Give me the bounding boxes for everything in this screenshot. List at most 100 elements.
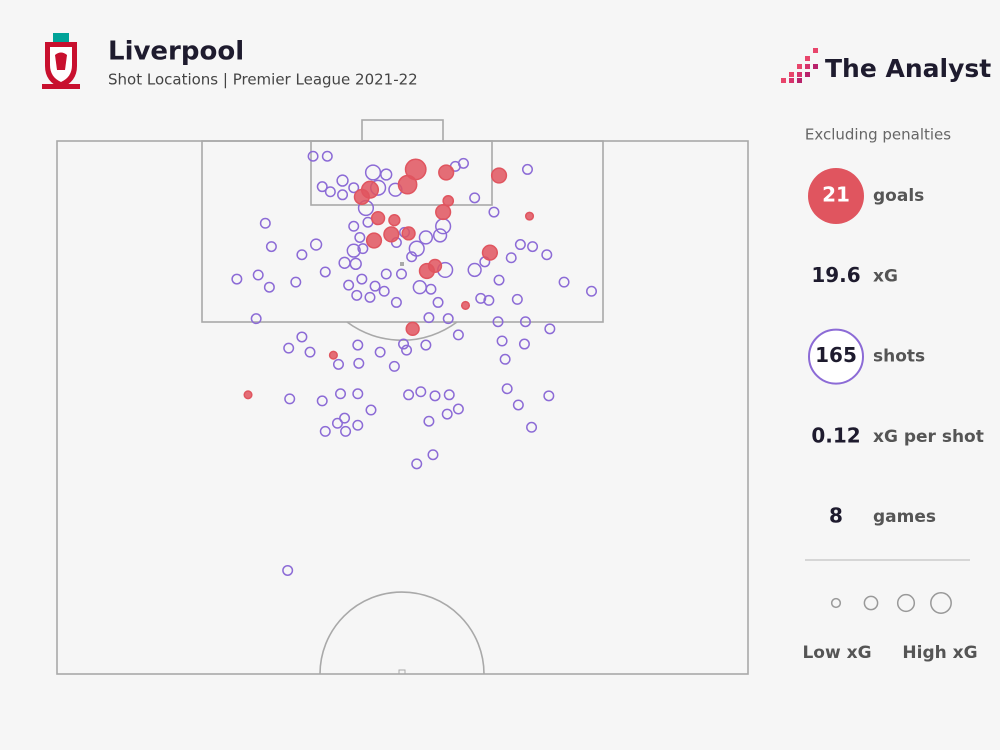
shot [514, 239, 526, 251]
shot [357, 243, 369, 255]
goal-shot [365, 232, 383, 249]
stat-label: shots [873, 347, 925, 367]
shot [356, 273, 368, 285]
goal-shot [370, 211, 386, 226]
shot [418, 230, 434, 245]
shot [512, 399, 524, 411]
shot [319, 266, 331, 278]
shot [423, 312, 435, 324]
shot [496, 335, 508, 347]
shot [331, 417, 343, 429]
goal-shot [460, 300, 471, 311]
shot [290, 276, 302, 288]
shot [380, 168, 393, 181]
shot [339, 412, 351, 424]
shot [429, 390, 441, 402]
size-legend-circle [930, 592, 952, 614]
shot [309, 238, 323, 251]
stat-value: 19.6 [811, 263, 860, 287]
shot [406, 251, 418, 263]
shot [265, 241, 277, 253]
goal-shot [401, 226, 416, 241]
shot [493, 274, 505, 286]
legend-low: Low xG [802, 643, 871, 663]
shot [336, 174, 349, 187]
shot [432, 296, 444, 308]
shot [395, 268, 407, 280]
goal-shot [490, 167, 508, 184]
goal-shot [388, 214, 401, 227]
shot [283, 342, 295, 354]
shot [441, 408, 453, 420]
goal-shot [438, 164, 455, 181]
stat-value: 165 [815, 343, 857, 367]
shot [351, 289, 363, 301]
stat-label: xG [873, 266, 898, 286]
shot [501, 383, 513, 395]
subtitle: Shot Locations | Premier League 2021-22 [108, 71, 418, 89]
goal-shot [524, 211, 535, 221]
shot [319, 425, 331, 437]
shot [423, 415, 435, 427]
shot [231, 273, 243, 285]
shot [492, 316, 504, 328]
shot [378, 285, 390, 297]
stat-value: 0.12 [811, 423, 860, 447]
shot [365, 404, 377, 416]
shot [337, 189, 349, 201]
shot [527, 241, 539, 253]
shot [457, 157, 469, 169]
shots-badge [808, 328, 864, 385]
shot [420, 339, 432, 351]
shot [521, 163, 533, 175]
shot [296, 249, 308, 261]
goal-shot [397, 174, 418, 195]
shot [348, 182, 360, 194]
shot [380, 268, 392, 280]
shot [427, 449, 439, 461]
note: Excluding penalties [805, 126, 951, 144]
shot [505, 252, 517, 264]
goal-shot [383, 226, 400, 243]
shot [346, 243, 361, 258]
shot [443, 389, 455, 401]
shot [403, 389, 415, 401]
shot [335, 388, 347, 400]
shot [469, 192, 481, 204]
shot [452, 329, 464, 341]
shot [398, 338, 410, 350]
shot [282, 564, 294, 576]
shot [432, 228, 448, 243]
shot [544, 323, 556, 335]
stat-label: games [873, 507, 936, 527]
goal-shot [328, 350, 338, 360]
stat-value: 8 [829, 504, 843, 528]
shot [488, 206, 500, 218]
stat-label: goals [873, 186, 924, 206]
shot [263, 281, 275, 293]
shot [543, 390, 555, 402]
shot [442, 313, 454, 325]
goal-shot [418, 262, 436, 280]
shot [316, 395, 328, 407]
brand-logo [781, 48, 818, 83]
shot [316, 181, 328, 193]
shot [475, 292, 487, 304]
shot [467, 262, 482, 278]
shot [352, 388, 364, 400]
shot [388, 360, 400, 372]
shot [411, 458, 423, 470]
goal-shot [481, 244, 499, 261]
size-legend-circle [830, 597, 842, 609]
legend-high: High xG [902, 643, 977, 663]
size-legend-circle [863, 595, 879, 611]
brand-name: The Analyst [825, 54, 991, 83]
shot [364, 164, 382, 181]
shot [340, 425, 352, 437]
shot [401, 344, 413, 356]
stat-label: xG per shot [873, 427, 984, 447]
shot [348, 220, 360, 232]
shot [307, 150, 319, 162]
goal-shot [435, 203, 452, 221]
